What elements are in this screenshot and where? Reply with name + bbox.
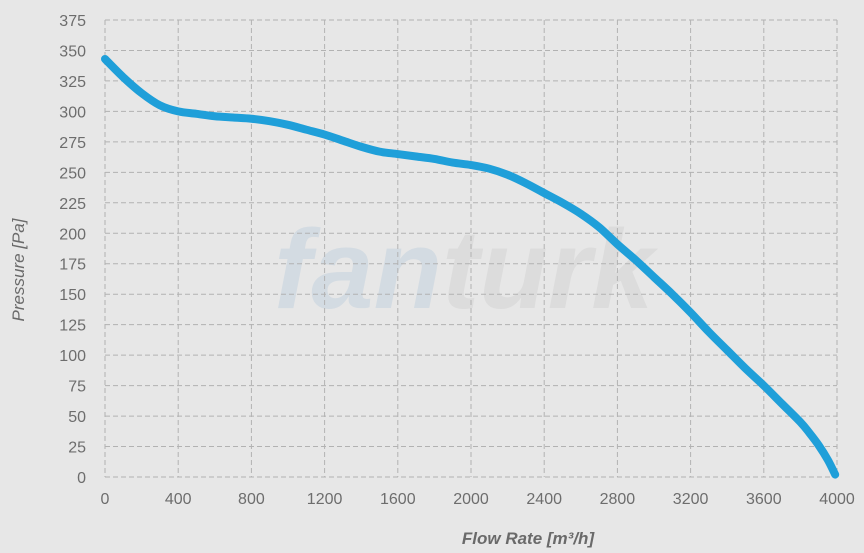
y-tick-label: 50 <box>68 409 86 426</box>
x-axis-title: Flow Rate [m³/h] <box>462 529 596 548</box>
y-tick-label: 175 <box>59 257 86 274</box>
y-tick-label: 0 <box>77 470 86 487</box>
y-tick-label: 150 <box>59 287 86 304</box>
x-tick-label: 2000 <box>453 491 489 508</box>
gridlines <box>104 19 838 478</box>
x-tick-label: 4000 <box>819 491 855 508</box>
y-tick-label: 325 <box>59 74 86 91</box>
y-tick-label: 350 <box>59 43 86 60</box>
watermark-logo: fanturk <box>274 207 658 332</box>
y-tick-label: 375 <box>59 13 86 30</box>
y-tick-label: 250 <box>59 165 86 182</box>
x-tick-label: 2800 <box>600 491 636 508</box>
y-axis-title: Pressure [Pa] <box>9 217 28 321</box>
y-tick-label: 200 <box>59 226 86 243</box>
x-tick-label: 1200 <box>307 491 343 508</box>
tick-labels: 0 400 800 1200 1600 2000 2400 2800 3200 3600 4000 0… <box>59 13 855 508</box>
x-tick-label: 0 <box>101 491 110 508</box>
x-tick-label: 800 <box>238 491 265 508</box>
x-tick-label: 3600 <box>746 491 782 508</box>
plot-area <box>101 55 840 479</box>
y-tick-label: 300 <box>59 104 86 121</box>
y-tick-label: 100 <box>59 348 86 365</box>
x-tick-label: 2400 <box>526 491 562 508</box>
x-tick-label: 400 <box>165 491 192 508</box>
y-tick-label: 25 <box>68 440 86 457</box>
pressure-curve <box>101 55 840 479</box>
y-tick-label: 275 <box>59 135 86 152</box>
fanturk-watermark: fanturk <box>274 207 658 332</box>
watermark-suffix: turk <box>442 207 658 332</box>
y-tick-label: 75 <box>68 379 86 396</box>
y-tick-label: 225 <box>59 196 86 213</box>
x-tick-label: 3200 <box>673 491 709 508</box>
x-tick-label: 1600 <box>380 491 416 508</box>
y-tick-label: 125 <box>59 318 86 335</box>
watermark-prefix: fan <box>274 207 442 332</box>
